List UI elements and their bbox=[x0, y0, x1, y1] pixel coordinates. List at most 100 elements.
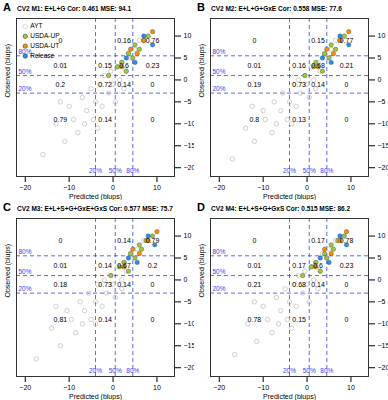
svg-text:0.21: 0.21 bbox=[248, 281, 262, 288]
svg-text:5: 5 bbox=[184, 54, 188, 61]
svg-text:−10: −10 bbox=[378, 320, 388, 327]
svg-text:Predicted (blups): Predicted (blups) bbox=[263, 193, 316, 201]
svg-text:20%: 20% bbox=[19, 285, 32, 292]
svg-text:−10: −10 bbox=[257, 384, 269, 391]
svg-text:−20: −20 bbox=[184, 164, 195, 171]
svg-text:−10: −10 bbox=[257, 184, 269, 191]
svg-text:0.15: 0.15 bbox=[311, 37, 325, 44]
svg-text:0.81: 0.81 bbox=[54, 316, 68, 323]
svg-text:0: 0 bbox=[184, 276, 188, 283]
svg-text:0.6: 0.6 bbox=[119, 62, 129, 69]
svg-text:0.79: 0.79 bbox=[146, 237, 160, 244]
svg-text:10: 10 bbox=[184, 232, 192, 239]
svg-text:0.13: 0.13 bbox=[292, 116, 306, 123]
svg-text:−15: −15 bbox=[378, 142, 388, 149]
svg-text:0.73: 0.73 bbox=[98, 281, 112, 288]
svg-text:50%: 50% bbox=[109, 167, 122, 174]
svg-text:10: 10 bbox=[153, 184, 161, 191]
svg-text:0.14: 0.14 bbox=[117, 281, 131, 288]
svg-text:Observed (blups): Observed (blups) bbox=[4, 244, 12, 298]
svg-text:−5: −5 bbox=[378, 98, 386, 105]
svg-text:0.16: 0.16 bbox=[117, 37, 131, 44]
svg-text:0.17: 0.17 bbox=[292, 262, 306, 269]
svg-text:−5: −5 bbox=[184, 298, 192, 305]
svg-text:0.73: 0.73 bbox=[292, 81, 306, 88]
svg-text:0.78: 0.78 bbox=[248, 316, 262, 323]
svg-text:80%: 80% bbox=[213, 48, 226, 55]
svg-text:0: 0 bbox=[252, 237, 256, 244]
svg-text:0: 0 bbox=[252, 37, 256, 44]
svg-text:0.16: 0.16 bbox=[292, 62, 306, 69]
svg-text:0: 0 bbox=[151, 316, 155, 323]
svg-text:0.72: 0.72 bbox=[98, 81, 112, 88]
svg-text:−20: −20 bbox=[19, 184, 31, 191]
svg-text:0.14: 0.14 bbox=[117, 237, 131, 244]
svg-text:0: 0 bbox=[345, 281, 349, 288]
svg-text:80%: 80% bbox=[126, 367, 139, 374]
svg-text:50%: 50% bbox=[19, 68, 32, 75]
svg-text:0.79: 0.79 bbox=[54, 116, 68, 123]
svg-text:0.67: 0.67 bbox=[117, 262, 131, 269]
svg-text:Observed (blups): Observed (blups) bbox=[198, 244, 206, 298]
svg-text:20%: 20% bbox=[283, 167, 296, 174]
svg-text:0.18: 0.18 bbox=[54, 281, 68, 288]
svg-text:0: 0 bbox=[345, 116, 349, 123]
svg-text:−15: −15 bbox=[378, 342, 388, 349]
svg-text:0.2: 0.2 bbox=[56, 81, 66, 88]
svg-text:0.21: 0.21 bbox=[340, 62, 354, 69]
svg-text:Predicted (blups): Predicted (blups) bbox=[263, 393, 316, 400]
svg-text:0.15: 0.15 bbox=[292, 316, 306, 323]
svg-text:80%: 80% bbox=[126, 167, 139, 174]
svg-text:0: 0 bbox=[151, 81, 155, 88]
svg-text:−20: −20 bbox=[213, 184, 225, 191]
svg-text:5: 5 bbox=[378, 54, 382, 61]
svg-text:80%: 80% bbox=[320, 167, 333, 174]
svg-text:0.14: 0.14 bbox=[98, 262, 112, 269]
svg-text:0: 0 bbox=[58, 237, 62, 244]
svg-text:USDA-UT: USDA-UT bbox=[30, 42, 59, 49]
svg-text:5: 5 bbox=[184, 254, 188, 261]
svg-text:10: 10 bbox=[184, 32, 192, 39]
svg-text:80%: 80% bbox=[213, 248, 226, 255]
svg-text:0: 0 bbox=[151, 116, 155, 123]
svg-text:0.8: 0.8 bbox=[250, 116, 260, 123]
svg-text:0: 0 bbox=[111, 384, 115, 391]
svg-text:0.2: 0.2 bbox=[148, 262, 158, 269]
svg-text:Release: Release bbox=[30, 52, 54, 59]
svg-text:10: 10 bbox=[153, 384, 161, 391]
svg-text:0.78: 0.78 bbox=[340, 237, 354, 244]
svg-text:0.68: 0.68 bbox=[311, 62, 325, 69]
svg-text:−20: −20 bbox=[378, 164, 388, 171]
svg-text:AYT: AYT bbox=[30, 22, 42, 29]
svg-text:USDA-UP: USDA-UP bbox=[30, 32, 59, 39]
svg-text:0: 0 bbox=[345, 316, 349, 323]
svg-text:0.14: 0.14 bbox=[311, 81, 325, 88]
svg-text:0.14: 0.14 bbox=[117, 81, 131, 88]
svg-text:50%: 50% bbox=[213, 268, 226, 275]
svg-text:Observed (blups): Observed (blups) bbox=[198, 44, 206, 98]
svg-text:−10: −10 bbox=[378, 120, 388, 127]
svg-text:0: 0 bbox=[151, 281, 155, 288]
svg-text:0: 0 bbox=[184, 76, 188, 83]
svg-text:−5: −5 bbox=[184, 98, 192, 105]
svg-text:50%: 50% bbox=[303, 167, 316, 174]
svg-text:0.23: 0.23 bbox=[340, 262, 354, 269]
svg-text:0.76: 0.76 bbox=[146, 37, 160, 44]
svg-text:80%: 80% bbox=[320, 367, 333, 374]
svg-text:20%: 20% bbox=[283, 367, 296, 374]
svg-text:0.01: 0.01 bbox=[248, 62, 262, 69]
svg-text:0: 0 bbox=[305, 384, 309, 391]
svg-text:−10: −10 bbox=[63, 184, 75, 191]
svg-text:0: 0 bbox=[111, 184, 115, 191]
svg-text:0: 0 bbox=[305, 184, 309, 191]
svg-text:−15: −15 bbox=[184, 342, 195, 349]
svg-text:−20: −20 bbox=[184, 364, 195, 371]
svg-text:0.23: 0.23 bbox=[146, 62, 160, 69]
svg-text:10: 10 bbox=[378, 32, 386, 39]
svg-text:50%: 50% bbox=[19, 268, 32, 275]
svg-text:50%: 50% bbox=[109, 367, 122, 374]
svg-text:Observed (blups): Observed (blups) bbox=[4, 44, 12, 98]
svg-text:10: 10 bbox=[378, 232, 386, 239]
svg-text:50%: 50% bbox=[213, 68, 226, 75]
svg-text:−5: −5 bbox=[378, 298, 386, 305]
